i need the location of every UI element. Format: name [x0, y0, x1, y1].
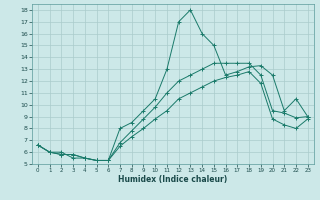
- X-axis label: Humidex (Indice chaleur): Humidex (Indice chaleur): [118, 175, 228, 184]
